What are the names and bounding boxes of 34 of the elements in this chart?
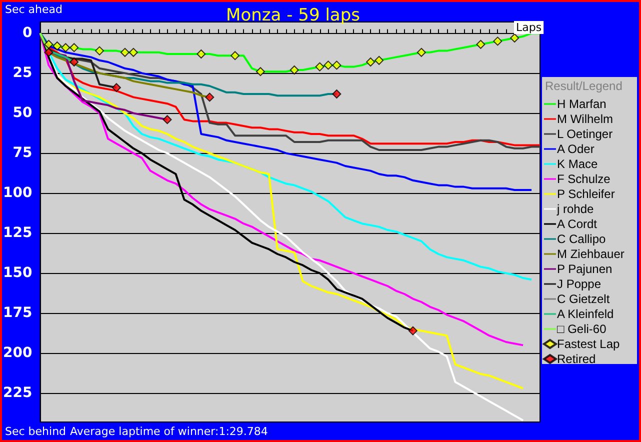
legend-label: A Cordt [557, 217, 598, 231]
y-tick-label: 100 [2, 185, 32, 202]
legend-label: H Marfan [557, 97, 606, 111]
text: Average laptime of winner:1:29.784 [70, 425, 268, 438]
chart-title: Monza - 59 laps [226, 6, 360, 26]
legend-label: □ Geli-60 [557, 322, 607, 336]
text: Sec behind [5, 425, 66, 438]
y-tick-label: 150 [2, 265, 32, 282]
legend-label: Fastest Lap [557, 337, 620, 351]
legend-label: A Kleinfeld [557, 307, 614, 321]
legend-label: K Mace [557, 157, 598, 171]
legend-title: Result/Legend [545, 79, 622, 93]
legend-label: M Wilhelm [557, 112, 613, 126]
y-tick-label: 75 [12, 145, 32, 162]
legend-label: C Callipo [557, 232, 606, 246]
legend-label: M Ziehbauer [557, 247, 624, 261]
y-tick-label: 175 [2, 305, 32, 322]
legend-label: L Oetinger [557, 127, 613, 141]
legend-label: P Pajunen [557, 262, 612, 276]
legend-label: J Poppe [557, 277, 602, 291]
y-tick-label: 25 [12, 65, 32, 82]
y-tick-label: 225 [2, 385, 32, 402]
legend-label: Retired [557, 352, 596, 366]
legend-label: j rohde [556, 202, 594, 216]
x-axis-title: Laps [516, 21, 542, 34]
y-tick-label: 125 [2, 225, 32, 242]
y-tick-label: 200 [2, 345, 32, 362]
y-axis-title: Sec ahead [5, 3, 62, 16]
y-tick-label: 0 [22, 25, 32, 42]
legend-label: P Schleifer [557, 187, 615, 201]
legend-label: C Gietzelt [557, 292, 610, 306]
y-tick-label: 50 [12, 105, 32, 122]
legend-label: A Oder [557, 142, 594, 156]
legend-label: F Schulze [557, 172, 611, 186]
